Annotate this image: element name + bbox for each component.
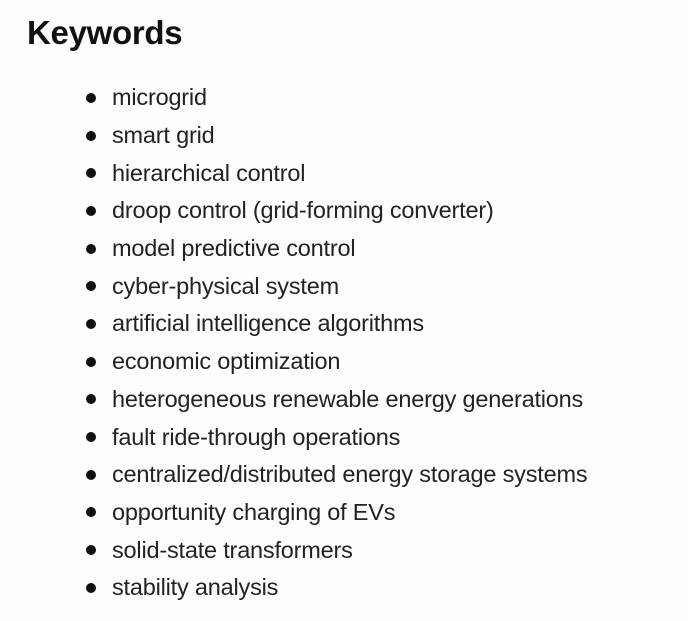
list-item: centralized/distributed energy storage s… — [86, 456, 688, 494]
bullet-icon — [86, 318, 96, 329]
bullet-icon — [86, 243, 96, 254]
list-item: heterogeneous renewable energy generatio… — [86, 381, 688, 419]
keyword-text: model predictive control — [112, 235, 356, 262]
bullet-icon — [86, 394, 96, 405]
list-item: smart grid — [86, 117, 688, 155]
list-item: microgrid — [86, 79, 688, 117]
keyword-text: smart grid — [112, 122, 215, 149]
bullet-icon — [86, 168, 96, 179]
bullet-icon — [86, 582, 96, 593]
keyword-text: fault ride-through operations — [112, 423, 401, 450]
keyword-text: solid-state transformers — [112, 536, 353, 563]
bullet-icon — [86, 545, 96, 556]
bullet-icon — [86, 92, 96, 103]
keyword-text: opportunity charging of EVs — [112, 498, 396, 525]
keyword-text: microgrid — [112, 84, 207, 111]
keyword-text: heterogeneous renewable energy generatio… — [112, 385, 584, 412]
keyword-text: artificial intelligence algorithms — [112, 310, 424, 337]
list-item: artificial intelligence algorithms — [86, 305, 688, 343]
list-item: fault ride-through operations — [86, 418, 688, 456]
bullet-icon — [86, 469, 96, 480]
keyword-text: stability analysis — [112, 574, 279, 601]
list-item: cyber-physical system — [86, 267, 688, 305]
list-item: solid-state transformers — [86, 531, 688, 569]
keyword-text: centralized/distributed energy storage s… — [112, 461, 588, 488]
keyword-text: cyber-physical system — [112, 272, 339, 299]
bullet-icon — [86, 432, 96, 443]
list-item: model predictive control — [86, 230, 688, 268]
bullet-icon — [86, 507, 96, 518]
list-item: economic optimization — [86, 343, 688, 381]
list-item: opportunity charging of EVs — [86, 494, 688, 532]
list-item: hierarchical control — [86, 154, 688, 192]
keyword-text: economic optimization — [112, 348, 341, 375]
bullet-icon — [86, 356, 96, 367]
keyword-text: droop control (grid-forming converter) — [112, 197, 494, 224]
keyword-text: hierarchical control — [112, 159, 306, 186]
section-heading: Keywords — [27, 14, 183, 51]
bullet-icon — [86, 130, 96, 141]
list-item: stability analysis — [86, 569, 688, 607]
keyword-list: microgrid smart grid hierarchical contro… — [27, 79, 688, 607]
bullet-icon — [86, 281, 96, 292]
list-item: droop control (grid-forming converter) — [86, 192, 688, 230]
bullet-icon — [86, 205, 96, 216]
